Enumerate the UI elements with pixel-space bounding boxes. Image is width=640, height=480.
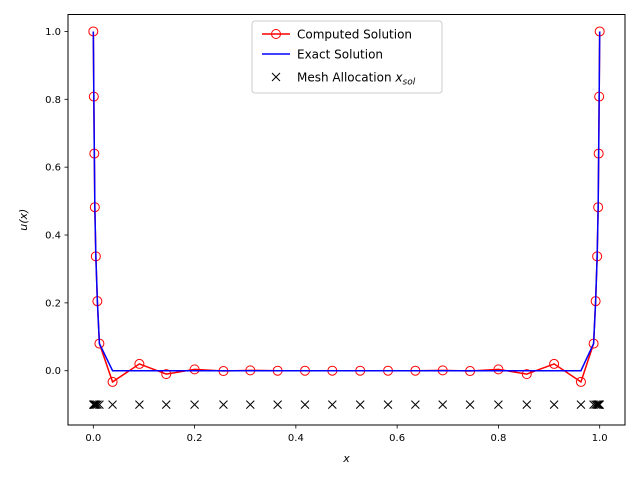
axes-frame [67, 14, 626, 426]
y-tick-label-5: 1.0 [45, 27, 61, 38]
x-axis-label: x [342, 452, 350, 465]
mesh-point-11 [219, 400, 228, 409]
mesh-point-7 [108, 400, 117, 409]
mesh-point-20 [465, 400, 475, 409]
legend-mesh-marker [271, 72, 281, 82]
mesh-point-14 [300, 400, 310, 409]
computed-point-23 [549, 358, 560, 369]
x-tick-label-5: 1.0 [592, 433, 608, 444]
mesh-point-3 [90, 400, 100, 409]
mesh-point-31 [595, 400, 605, 409]
y-axis-label: u(x) [17, 209, 30, 231]
mesh-point-22 [522, 400, 532, 409]
computed-point-22 [521, 369, 532, 380]
computed-point-24 [575, 376, 586, 387]
y-tick-label-0: 0.0 [45, 366, 61, 377]
axes [67, 14, 626, 426]
mesh-point-16 [355, 400, 365, 409]
x-tick-label-4: 0.8 [490, 433, 506, 444]
plot-area [88, 26, 605, 409]
y-tick-label-3: 0.6 [45, 163, 61, 174]
x-tick-label-1: 0.2 [187, 433, 203, 444]
ticks: 0.0 0.2 0.4 0.6 0.8 1.0 0.0 0.2 0.4 0.6 0.8 1.0 [45, 27, 608, 444]
mesh-point-8 [135, 400, 144, 409]
legend-computed-label: Computed Solution [297, 28, 412, 42]
x-tick-label-2: 0.4 [288, 433, 304, 444]
mesh-point-5 [93, 400, 102, 409]
mesh-point-18 [411, 400, 420, 409]
y-tick-label-2: 0.4 [45, 231, 61, 242]
mesh-point-4 [91, 400, 101, 409]
mesh-point-27 [592, 400, 602, 409]
mesh-point-19 [438, 400, 448, 409]
mesh-point-10 [190, 400, 199, 409]
y-tick-label-4: 0.8 [45, 95, 61, 106]
exact-solution-line [92, 31, 601, 372]
mesh-point-24 [576, 400, 586, 409]
computed-point-21 [493, 364, 504, 375]
computed-point-9 [161, 369, 172, 380]
legend-exact-label: Exact Solution [297, 48, 383, 62]
y-tick-label-1: 0.2 [45, 298, 61, 309]
x-tick-label-0: 0.0 [85, 433, 101, 444]
x-tick-label-3: 0.6 [389, 433, 405, 444]
computed-point-10 [189, 364, 200, 375]
mesh-point-6 [95, 400, 104, 409]
mesh-point-21 [494, 400, 503, 409]
legend-frame [251, 20, 443, 94]
legend-mesh-label: Mesh Allocation xsol [297, 71, 416, 88]
mesh-point-17 [383, 400, 393, 409]
mesh-point-13 [273, 400, 282, 409]
mesh-point-15 [327, 400, 337, 409]
computed-point-7 [107, 376, 118, 387]
legend-computed-marker [271, 29, 281, 39]
computed-point-8 [134, 358, 145, 369]
mesh-point-23 [549, 400, 559, 409]
legend: Computed Solution Exact Solution Mesh Al… [251, 20, 443, 94]
mesh-point-12 [245, 400, 255, 409]
mesh-point-9 [161, 400, 171, 409]
mesh-point-26 [591, 400, 600, 409]
